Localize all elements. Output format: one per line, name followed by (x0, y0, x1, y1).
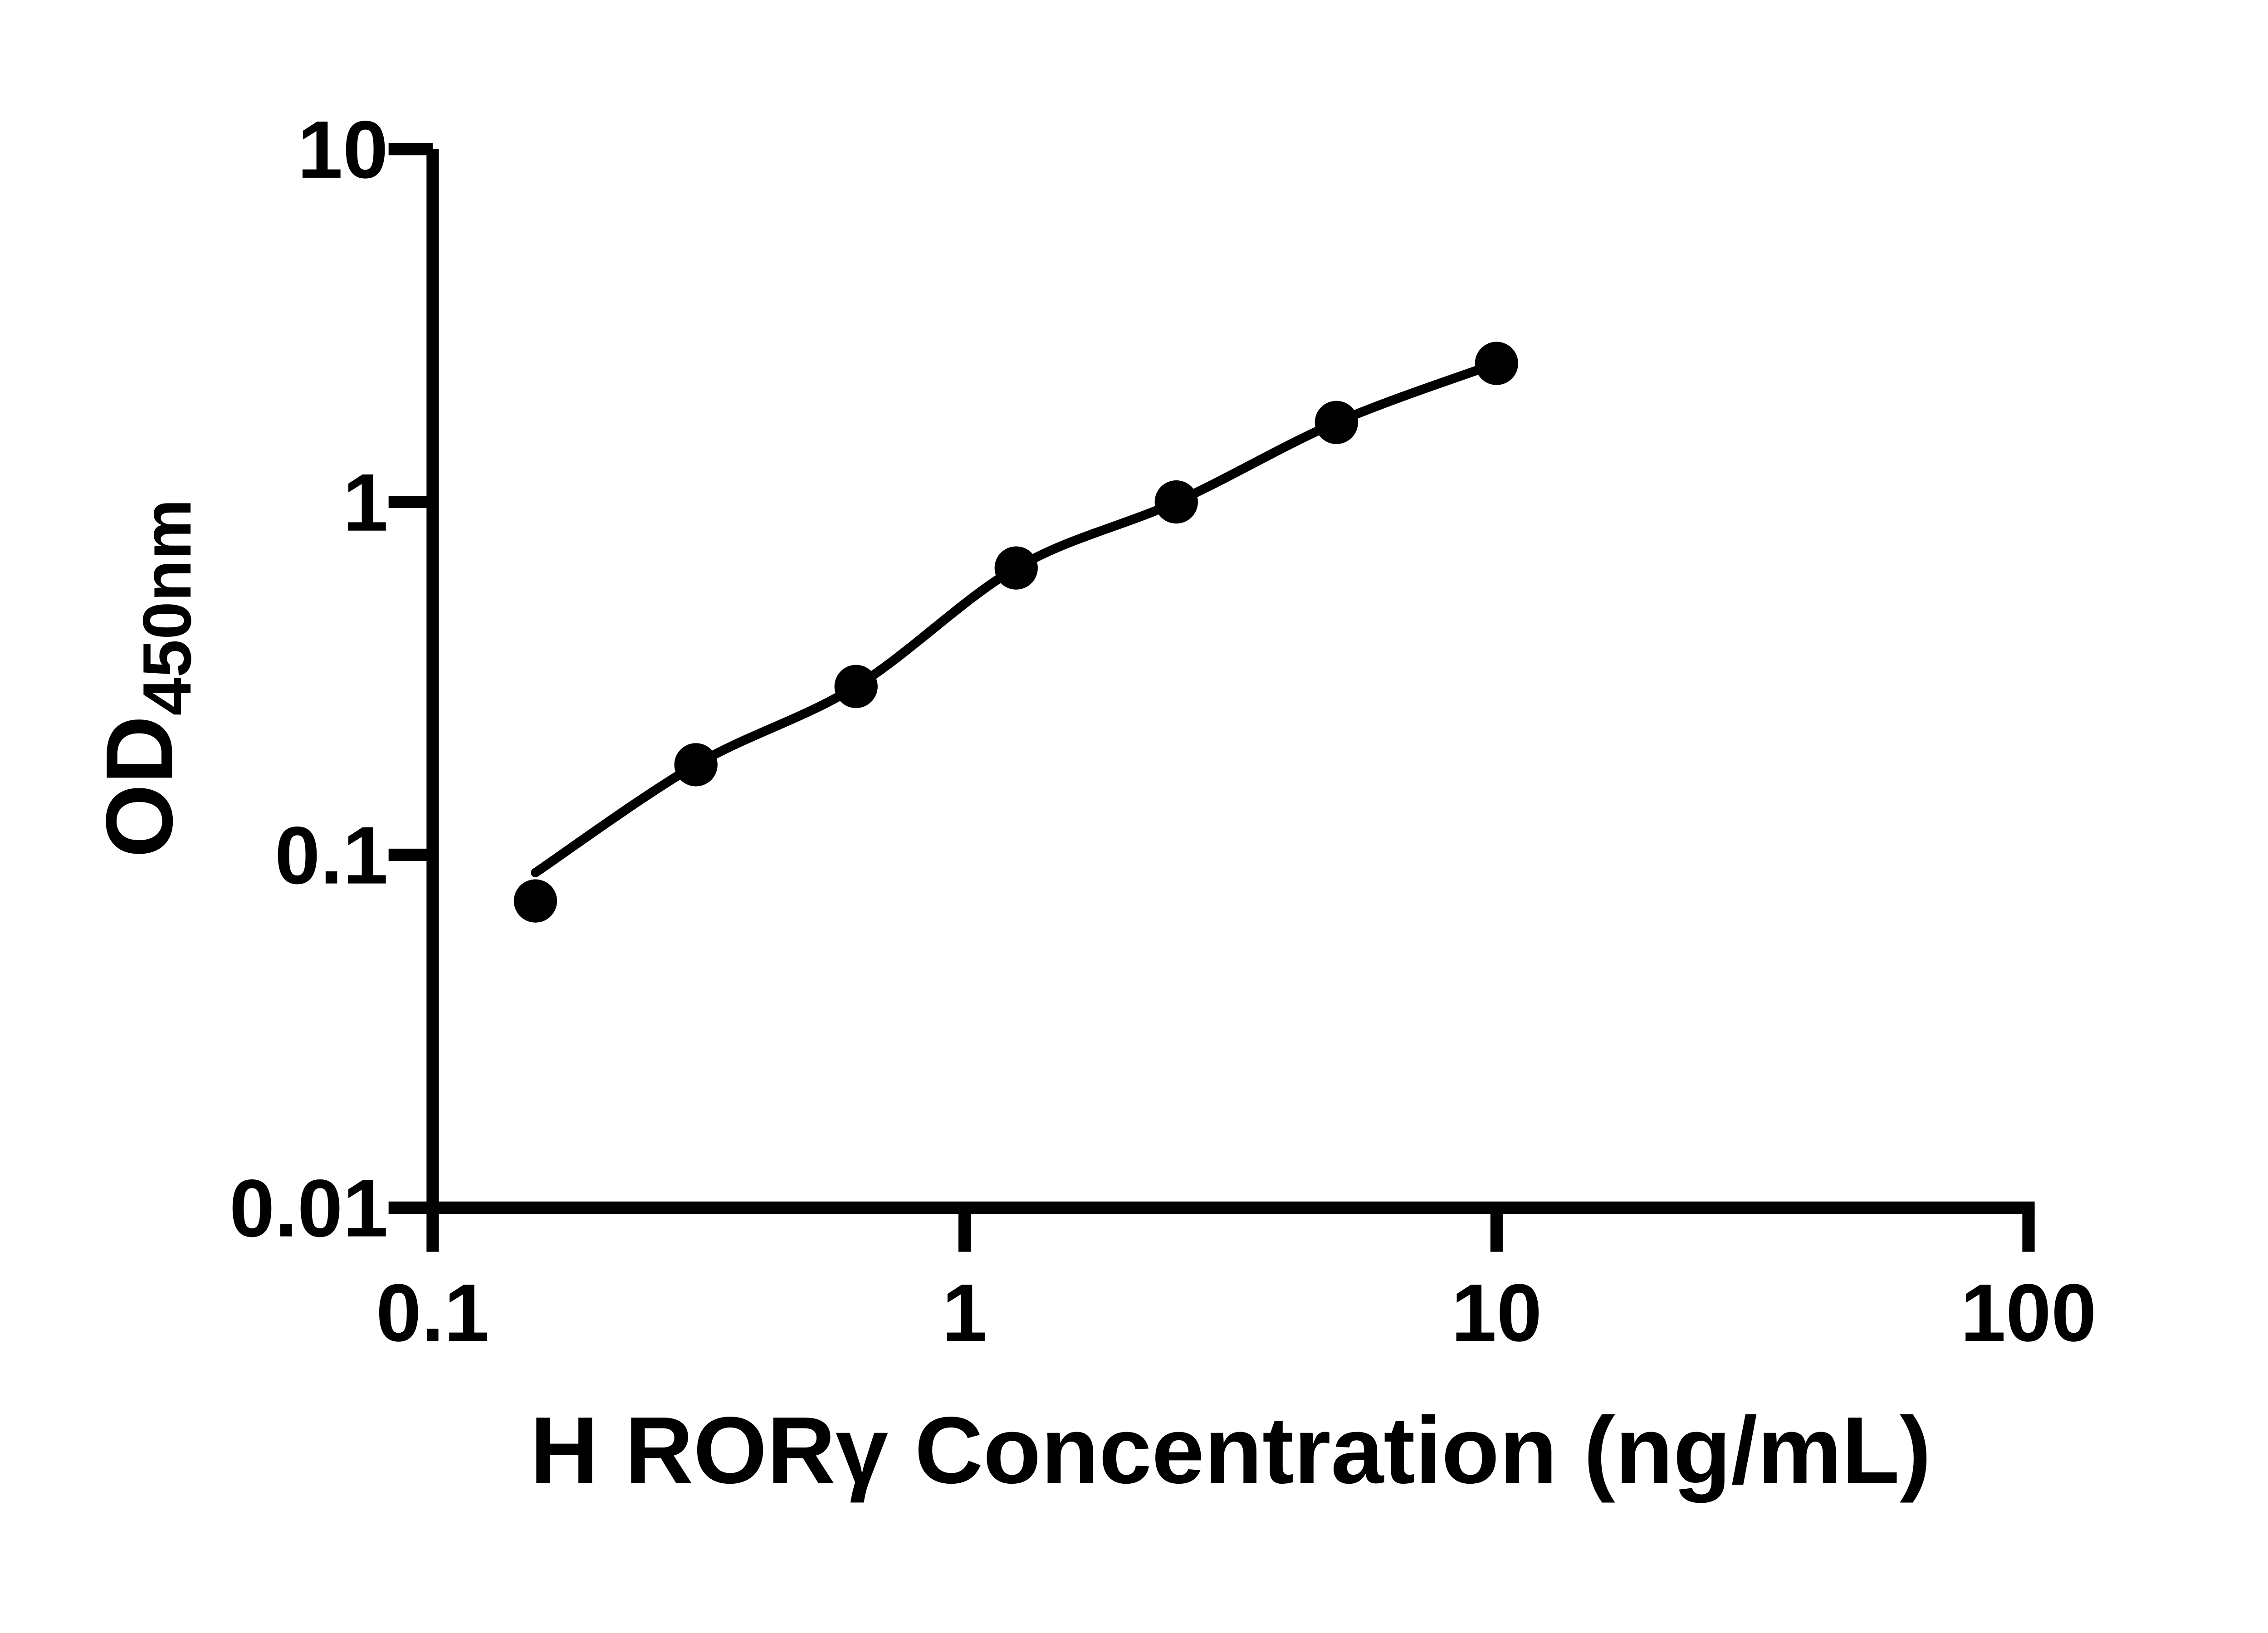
data-point (1154, 480, 1198, 524)
trend-line (531, 358, 1501, 878)
ticks-group (388, 143, 2035, 1252)
y-axis-title: OD450nm (87, 499, 205, 858)
axes-group (426, 149, 2035, 1214)
data-point (1475, 342, 1518, 385)
data-point (513, 879, 557, 923)
data-point (1315, 401, 1358, 444)
y-tick-label: 0.1 (275, 810, 388, 901)
tick-labels-group: 0.1 1 10 100 10 1 0.1 0.01 (230, 104, 2097, 1359)
data-point (674, 743, 718, 787)
x-tick-label: 10 (1451, 1267, 1542, 1359)
x-tick-label: 1 (942, 1267, 987, 1359)
x-axis-title: H RORγ Concentration (ng/mL) (530, 1398, 1931, 1503)
x-tick-label: 100 (1960, 1267, 2097, 1359)
y-axis-title-main: OD (87, 715, 192, 858)
data-point (834, 665, 878, 708)
y-tick-label: 0.01 (230, 1163, 388, 1254)
y-axis-title-subscript: 450nm (129, 499, 205, 716)
data-point (994, 546, 1038, 590)
data-series-group (513, 342, 1518, 923)
standard-curve-chart: 0.1 1 10 100 10 1 0.1 0.01 H RORγ Concentration… (87, 104, 2097, 1504)
x-tick-label: 0.1 (376, 1267, 489, 1359)
y-tick-label: 1 (343, 457, 388, 548)
y-tick-label: 10 (298, 104, 388, 196)
